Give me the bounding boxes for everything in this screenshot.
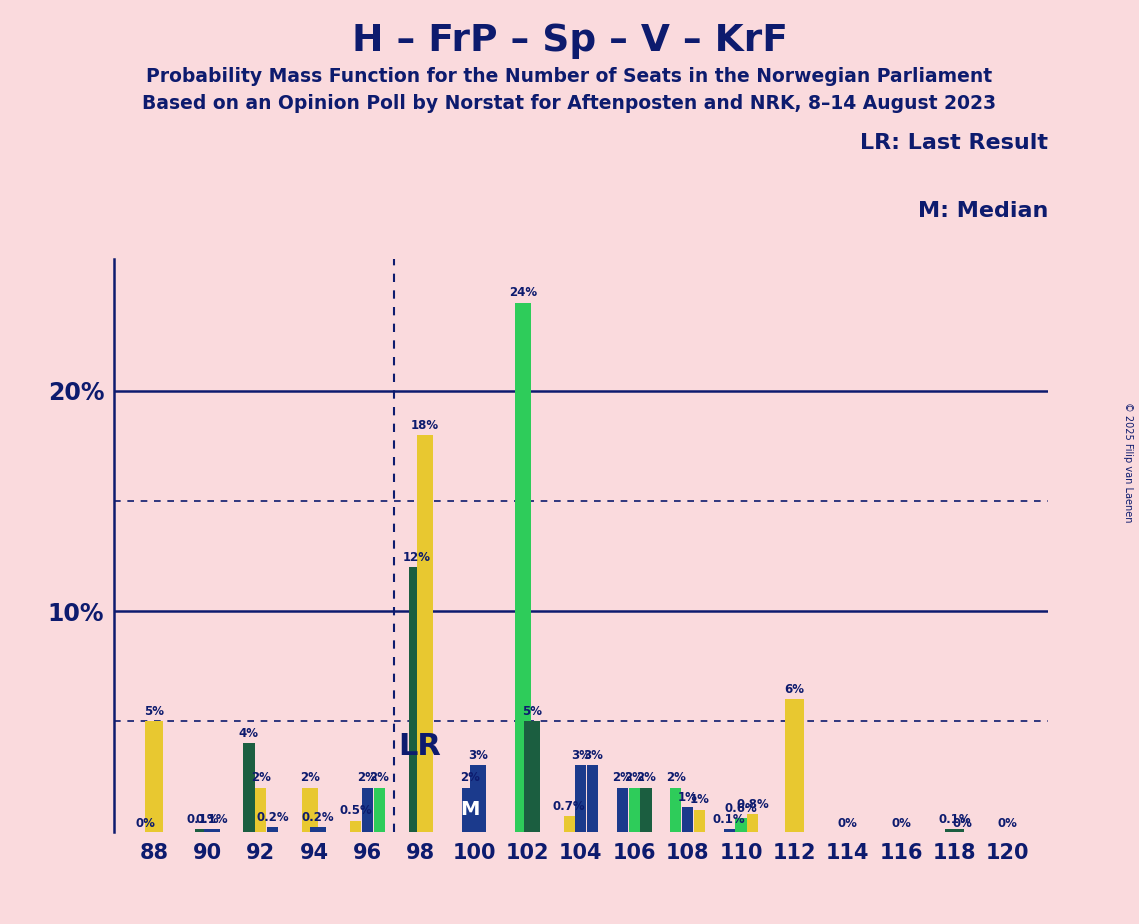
Bar — [204, 830, 220, 832]
Bar — [945, 830, 964, 832]
Text: 6%: 6% — [785, 683, 804, 696]
Text: Probability Mass Function for the Number of Seats in the Norwegian Parliament: Probability Mass Function for the Number… — [147, 67, 992, 86]
Text: 3%: 3% — [583, 749, 603, 762]
Text: 5%: 5% — [522, 705, 542, 718]
Text: 0%: 0% — [998, 818, 1018, 831]
Text: 2%: 2% — [613, 772, 632, 784]
Text: 0%: 0% — [838, 818, 858, 831]
Text: 2%: 2% — [624, 772, 645, 784]
Text: 0%: 0% — [891, 818, 911, 831]
Bar — [524, 722, 540, 832]
Bar — [145, 722, 163, 832]
Bar — [629, 787, 640, 832]
Bar — [310, 827, 326, 832]
Bar — [575, 765, 587, 832]
Bar — [670, 787, 681, 832]
Text: 2%: 2% — [460, 772, 480, 784]
Text: LR: Last Result: LR: Last Result — [860, 133, 1048, 152]
Text: H – FrP – Sp – V – KrF: H – FrP – Sp – V – KrF — [352, 23, 787, 59]
Text: 1%: 1% — [689, 794, 710, 807]
Text: 5%: 5% — [144, 705, 164, 718]
Text: 0%: 0% — [136, 818, 155, 831]
Text: 0.2%: 0.2% — [256, 811, 288, 824]
Text: LR: LR — [399, 733, 441, 761]
Bar — [515, 303, 531, 832]
Text: 4%: 4% — [239, 727, 259, 740]
Text: 2%: 2% — [251, 772, 271, 784]
Bar — [682, 808, 694, 832]
Text: 3%: 3% — [571, 749, 591, 762]
Text: 0.6%: 0.6% — [724, 802, 757, 815]
Text: 2%: 2% — [369, 772, 390, 784]
Text: Based on an Opinion Poll by Norstat for Aftenposten and NRK, 8–14 August 2023: Based on an Opinion Poll by Norstat for … — [142, 94, 997, 114]
Bar — [723, 830, 735, 832]
Text: M: Median: M: Median — [918, 201, 1048, 222]
Text: 0.1%: 0.1% — [713, 813, 746, 826]
Text: 0.8%: 0.8% — [737, 797, 769, 810]
Bar — [470, 765, 486, 832]
Bar — [417, 435, 433, 832]
Text: 2%: 2% — [666, 772, 686, 784]
Text: 0%: 0% — [952, 818, 972, 831]
Bar — [640, 787, 652, 832]
Text: 3%: 3% — [468, 749, 489, 762]
Bar — [462, 787, 478, 832]
Text: 0.1%: 0.1% — [939, 813, 970, 826]
Bar — [255, 787, 267, 832]
Bar — [409, 567, 425, 832]
Text: 0.5%: 0.5% — [339, 804, 372, 817]
Text: 0.7%: 0.7% — [552, 800, 585, 813]
Bar — [564, 816, 575, 832]
Bar — [267, 827, 278, 832]
Bar — [747, 814, 759, 832]
Text: M: M — [460, 800, 480, 819]
Text: 0.2%: 0.2% — [302, 811, 335, 824]
Bar — [587, 765, 598, 832]
Bar — [362, 787, 372, 832]
Text: 0.1%: 0.1% — [195, 813, 228, 826]
Bar — [302, 787, 318, 832]
Text: 0.1%: 0.1% — [187, 813, 220, 826]
Text: 24%: 24% — [509, 286, 538, 299]
Text: 12%: 12% — [402, 551, 431, 564]
Text: 18%: 18% — [411, 419, 440, 432]
Bar — [195, 830, 211, 832]
Bar — [244, 744, 254, 832]
Text: © 2025 Filip van Laenen: © 2025 Filip van Laenen — [1123, 402, 1133, 522]
Text: 1%: 1% — [678, 791, 697, 804]
Bar — [617, 787, 628, 832]
Text: 2%: 2% — [358, 772, 377, 784]
Bar — [736, 819, 746, 832]
Text: 2%: 2% — [300, 772, 320, 784]
Bar — [374, 787, 385, 832]
Bar — [350, 821, 361, 832]
Text: 2%: 2% — [636, 772, 656, 784]
Bar — [785, 699, 804, 832]
Bar — [694, 809, 705, 832]
